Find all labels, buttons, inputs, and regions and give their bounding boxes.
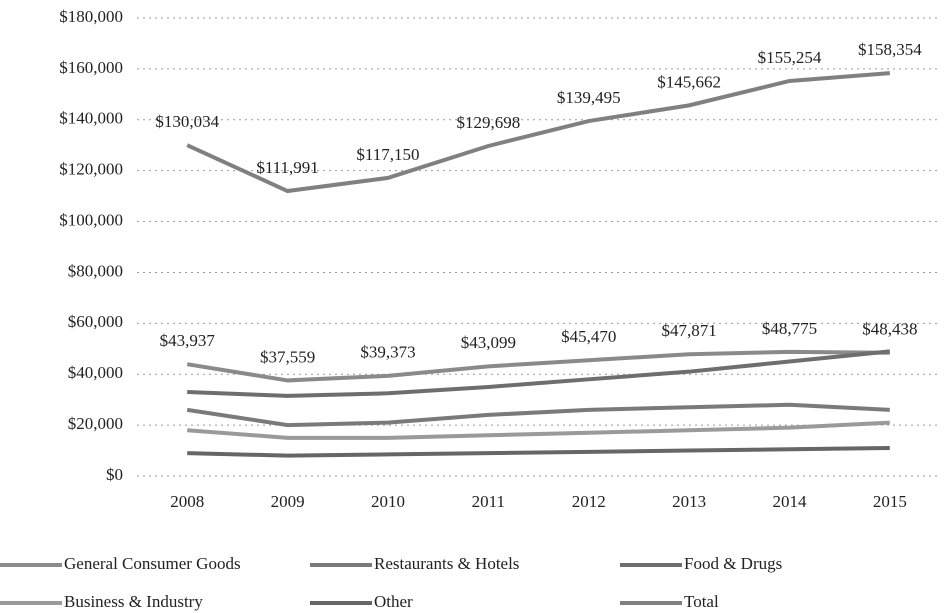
x-tick-label: 2009 [271, 492, 305, 511]
data-label: $48,438 [862, 320, 917, 339]
series-line [186, 71, 890, 194]
x-tick-label: 2013 [672, 492, 706, 511]
x-tick-label: 2012 [572, 492, 606, 511]
data-label: $47,871 [661, 321, 716, 340]
legend-label: Total [684, 592, 719, 611]
y-tick-label: $40,000 [68, 363, 123, 382]
x-tick-label: 2014 [772, 492, 807, 511]
y-tick-label: $0 [106, 465, 123, 484]
series-line [187, 420, 890, 440]
data-label: $117,150 [356, 145, 419, 164]
data-label: $139,495 [557, 88, 621, 107]
legend-label: Other [374, 592, 413, 611]
series-line [187, 349, 891, 398]
y-tick-label: $80,000 [68, 261, 123, 280]
series-line [187, 446, 890, 458]
data-label: $145,662 [657, 72, 721, 91]
y-tick-label: $140,000 [59, 109, 123, 128]
series-line [186, 402, 890, 428]
y-tick-label: $160,000 [59, 58, 123, 77]
data-label: $39,373 [360, 343, 415, 362]
y-tick-label: $120,000 [59, 160, 123, 179]
data-label: $111,991 [256, 158, 319, 177]
x-tick-label: 2015 [873, 492, 907, 511]
data-label: $43,937 [160, 331, 216, 350]
x-tick-label: 2011 [472, 492, 505, 511]
data-label: $155,254 [758, 48, 822, 67]
y-tick-label: $20,000 [68, 414, 123, 433]
data-label: $129,698 [456, 113, 520, 132]
data-label: $37,559 [260, 347, 315, 366]
y-tick-label: $100,000 [59, 210, 123, 229]
y-tick-label: $60,000 [68, 312, 123, 331]
legend-label: General Consumer Goods [64, 554, 241, 573]
series-line [186, 349, 890, 383]
y-tick-label: $180,000 [59, 7, 123, 26]
data-label: $43,099 [461, 333, 516, 352]
x-tick-label: 2010 [371, 492, 405, 511]
data-label: $48,775 [762, 319, 817, 338]
legend-label: Food & Drugs [684, 554, 782, 573]
data-label: $45,470 [561, 327, 616, 346]
legend-label: Business & Industry [64, 592, 203, 611]
legend-label: Restaurants & Hotels [374, 554, 519, 573]
x-tick-label: 2008 [170, 492, 204, 511]
data-label: $130,034 [155, 112, 219, 131]
data-label: $158,354 [858, 40, 922, 59]
